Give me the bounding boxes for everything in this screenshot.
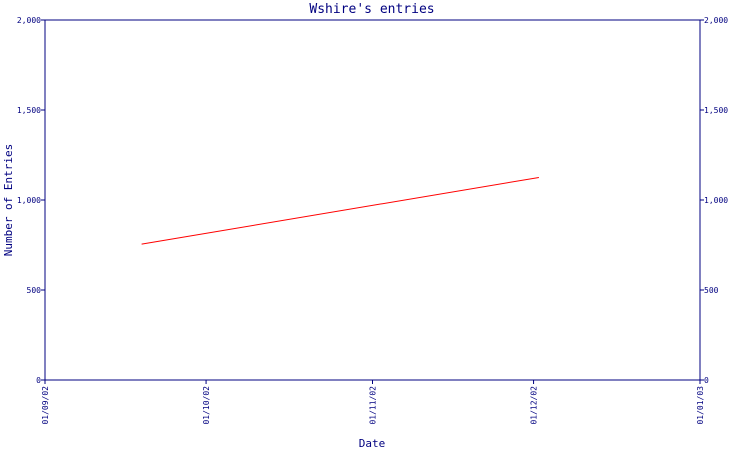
x-tick-label: 01/11/02 — [369, 386, 378, 425]
plot-frame — [44, 19, 701, 381]
y-axis-right: 0 500 1,000 1,500 2,000 — [700, 16, 728, 385]
y-tick-label-left: 0 — [36, 376, 41, 385]
y-tick-label-right: 1,000 — [704, 196, 728, 205]
y-tick-label-right: 500 — [704, 286, 719, 295]
x-tick-label: 01/09/02 — [41, 386, 50, 425]
x-axis: 01/09/02 01/10/02 01/11/02 01/12/02 01/01/03 — [41, 380, 705, 425]
series-line — [141, 177, 539, 245]
chart-title: Wshire's entries — [309, 2, 434, 17]
y-axis-title: Number of Entries — [2, 144, 15, 257]
y-tick-label-right: 1,500 — [704, 106, 728, 115]
x-tick-label: 01/10/02 — [202, 386, 211, 425]
y-tick-label-left: 2,000 — [17, 16, 41, 25]
x-tick-label: 01/01/03 — [696, 386, 705, 425]
x-axis-title: Date — [359, 437, 386, 450]
y-axis-left: 0 500 1,000 1,500 2,000 — [17, 16, 45, 385]
series-group — [141, 177, 539, 245]
y-tick-label-right: 2,000 — [704, 16, 728, 25]
x-tick-label: 01/12/02 — [530, 386, 539, 425]
y-tick-label-left: 1,000 — [17, 196, 41, 205]
y-tick-label-left: 500 — [27, 286, 42, 295]
y-tick-label-right: 0 — [704, 376, 709, 385]
y-tick-label-left: 1,500 — [17, 106, 41, 115]
